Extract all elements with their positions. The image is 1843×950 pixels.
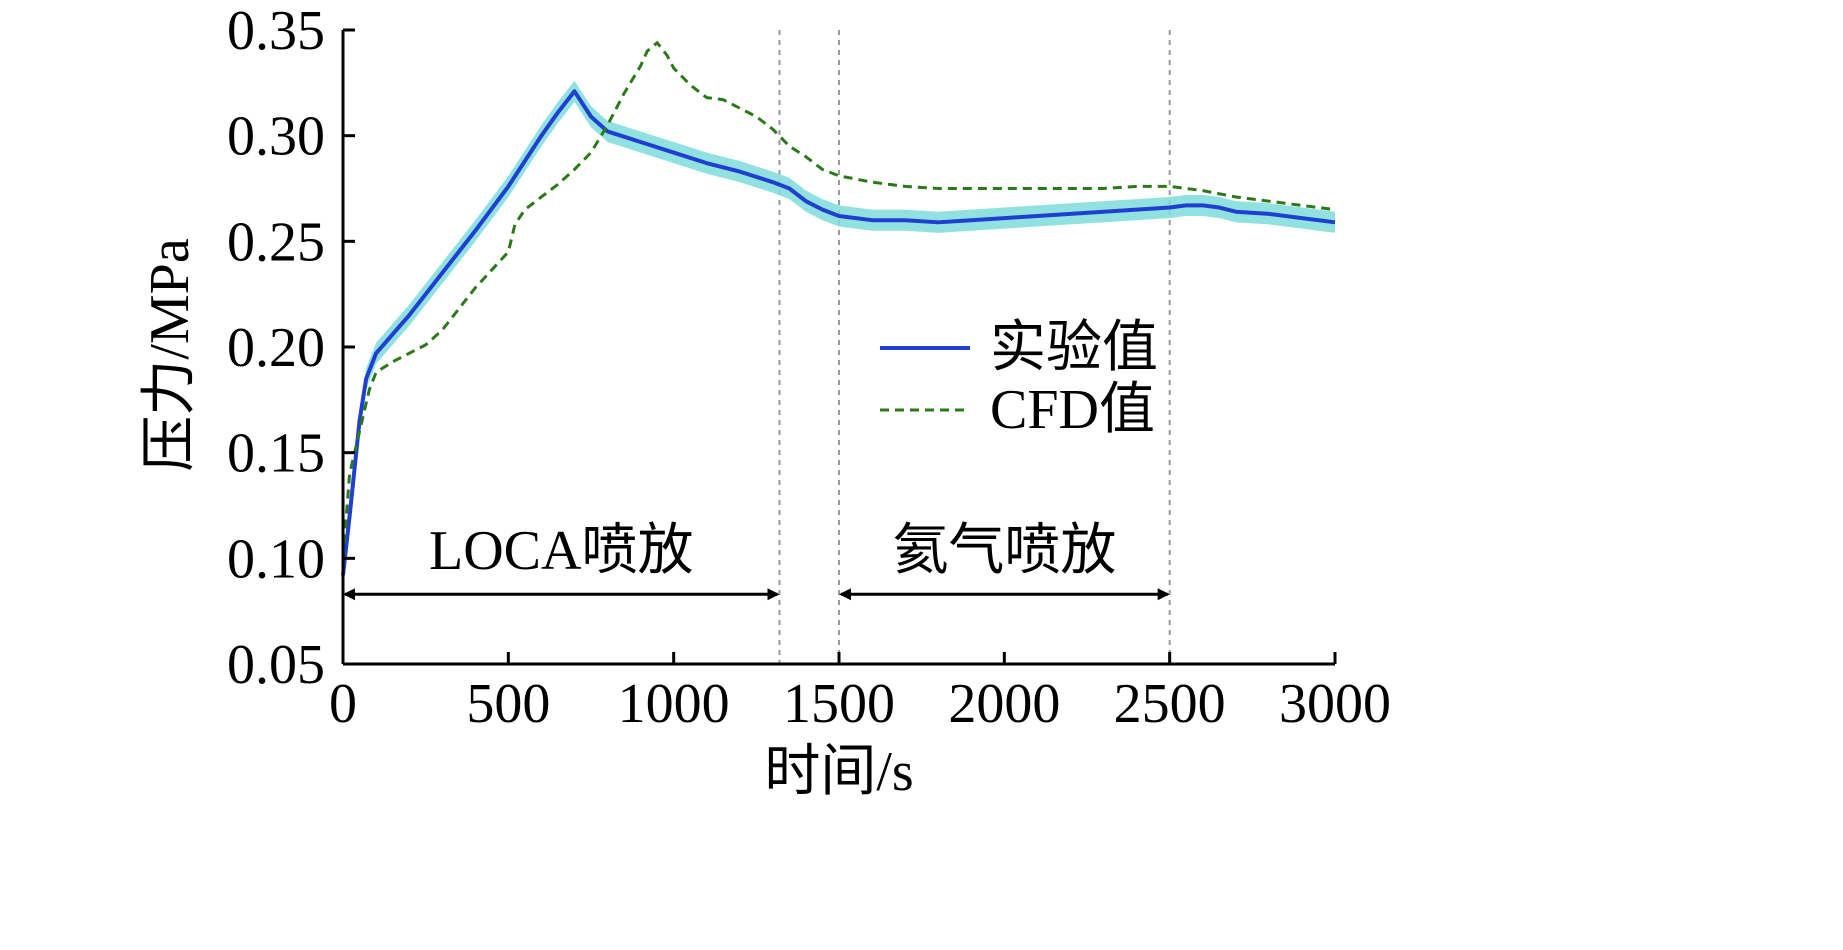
x-tick-label: 0 xyxy=(329,673,357,735)
y-tick-label: 0.35 xyxy=(227,0,325,62)
y-tick-label: 0.10 xyxy=(227,528,325,590)
y-tick-label: 0.20 xyxy=(227,317,325,379)
y-tick-label: 0.05 xyxy=(227,634,325,696)
x-tick-label: 1000 xyxy=(618,673,730,735)
series-line-cfd xyxy=(341,41,1336,559)
x-tick-label: 500 xyxy=(466,673,550,735)
y-axis-label: 压力/MPa xyxy=(139,238,201,471)
annotation-layer: LOCA喷放 氦气喷放 xyxy=(343,520,1170,601)
x-ticks: 0 500 1000 1500 2000 2500 3000 xyxy=(329,652,1391,735)
phase-label: LOCA喷放 xyxy=(429,520,693,582)
x-axis-label: 时间/s xyxy=(764,741,913,803)
band-layer xyxy=(343,80,1335,586)
y-tick-label: 0.30 xyxy=(227,106,325,168)
y-tick-label: 0.25 xyxy=(227,211,325,273)
y-tick-label: 0.15 xyxy=(227,423,325,485)
legend-label-experiment: 实验值 xyxy=(990,317,1158,379)
series-layer xyxy=(341,41,1336,576)
legend-label-cfd: CFD值 xyxy=(990,379,1155,441)
x-tick-label: 1500 xyxy=(783,673,895,735)
phase-label: 氦气喷放 xyxy=(892,520,1116,582)
series-uncertainty-band xyxy=(343,80,1335,586)
legend: 实验值 CFD值 xyxy=(880,317,1158,441)
x-tick-label: 3000 xyxy=(1279,673,1391,735)
x-tick-label: 2500 xyxy=(1114,673,1226,735)
x-tick-label: 2000 xyxy=(948,673,1060,735)
series-line-experiment xyxy=(341,89,1336,576)
y-ticks: 0.05 0.10 0.15 0.20 0.25 0.30 0.35 xyxy=(227,0,355,696)
